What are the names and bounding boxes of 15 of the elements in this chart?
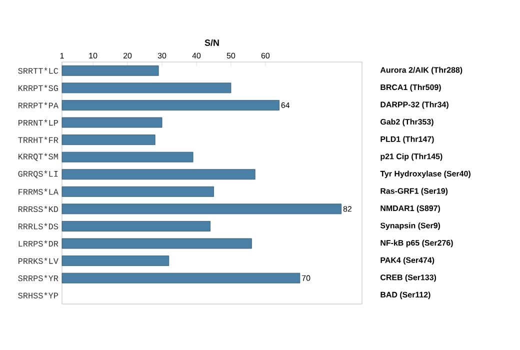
y-tick-label: FRRMS*LA xyxy=(18,188,58,195)
y-tick-label: TRRHT*FR xyxy=(18,136,58,143)
y-tick-label: KRRQT*SM xyxy=(18,153,58,161)
y-tick-label: SRRTT*LC xyxy=(18,68,58,74)
y-tick-label: KRRPT*SG xyxy=(18,84,58,92)
y-tick-label: RRRPT*PA xyxy=(18,102,58,108)
y-tick-label: RRRLS*DS xyxy=(18,223,58,230)
y-tick-label: SRHSS*YP xyxy=(18,292,58,298)
y-tick-label: SRRPS*YR xyxy=(18,274,58,282)
y-tick-label: GRRQS*LI xyxy=(18,170,58,178)
y-tick-label: LRRPS*DR xyxy=(18,240,58,247)
x-axis-title: S/N xyxy=(204,39,219,46)
y-tick-label: PRRNT*LP xyxy=(18,119,58,126)
y-tick-label: RRRSS*KD xyxy=(18,206,58,212)
y-tick-label: PRRKS*LV xyxy=(18,258,58,264)
